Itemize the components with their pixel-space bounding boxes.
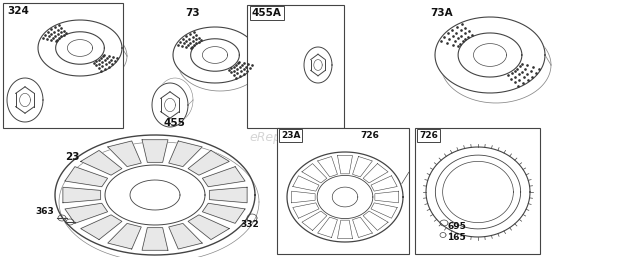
Polygon shape xyxy=(302,211,327,231)
Polygon shape xyxy=(375,191,399,203)
Polygon shape xyxy=(81,150,122,175)
Text: 324: 324 xyxy=(7,6,29,16)
Text: 363: 363 xyxy=(35,207,54,216)
Polygon shape xyxy=(142,140,168,162)
Polygon shape xyxy=(202,167,245,187)
Polygon shape xyxy=(169,223,202,249)
Polygon shape xyxy=(173,27,257,83)
Polygon shape xyxy=(304,47,332,83)
Text: 726: 726 xyxy=(419,131,438,140)
FancyBboxPatch shape xyxy=(247,5,344,128)
Polygon shape xyxy=(65,167,108,187)
Polygon shape xyxy=(188,215,229,240)
Polygon shape xyxy=(63,187,100,203)
Polygon shape xyxy=(293,203,319,218)
Polygon shape xyxy=(293,176,319,191)
Polygon shape xyxy=(317,157,337,177)
Polygon shape xyxy=(173,27,257,83)
FancyBboxPatch shape xyxy=(277,128,409,254)
Polygon shape xyxy=(188,150,229,175)
Text: 73: 73 xyxy=(185,8,200,18)
Polygon shape xyxy=(302,163,327,183)
Text: 332: 332 xyxy=(240,220,259,229)
Polygon shape xyxy=(371,203,397,218)
Polygon shape xyxy=(152,83,188,127)
Polygon shape xyxy=(435,17,545,93)
Polygon shape xyxy=(108,141,141,167)
Polygon shape xyxy=(256,40,300,96)
Polygon shape xyxy=(55,135,255,255)
Polygon shape xyxy=(7,78,43,122)
Text: eReplacementParts: eReplacementParts xyxy=(249,132,371,144)
Text: 455A: 455A xyxy=(252,8,282,18)
Polygon shape xyxy=(291,191,315,203)
Text: 726: 726 xyxy=(360,131,379,140)
Polygon shape xyxy=(65,203,108,223)
Polygon shape xyxy=(308,43,336,79)
Polygon shape xyxy=(353,157,373,177)
Text: 455: 455 xyxy=(163,118,185,128)
Polygon shape xyxy=(81,215,122,240)
Text: 165: 165 xyxy=(447,233,466,242)
Text: 23: 23 xyxy=(65,152,79,162)
Polygon shape xyxy=(108,223,141,249)
Polygon shape xyxy=(317,217,337,237)
Polygon shape xyxy=(337,155,353,174)
Polygon shape xyxy=(371,176,397,191)
FancyBboxPatch shape xyxy=(415,128,540,254)
Polygon shape xyxy=(202,203,245,223)
Polygon shape xyxy=(353,217,373,237)
Polygon shape xyxy=(210,187,247,203)
Text: 695: 695 xyxy=(447,222,466,231)
Polygon shape xyxy=(12,73,48,117)
Polygon shape xyxy=(363,211,388,231)
Polygon shape xyxy=(363,163,388,183)
Polygon shape xyxy=(337,220,353,238)
Polygon shape xyxy=(157,78,193,122)
Text: 73A: 73A xyxy=(430,8,453,18)
FancyBboxPatch shape xyxy=(3,3,123,128)
Polygon shape xyxy=(287,152,403,242)
Polygon shape xyxy=(435,17,545,93)
Text: 23A: 23A xyxy=(281,131,301,140)
Polygon shape xyxy=(38,20,122,76)
Polygon shape xyxy=(38,20,122,76)
Polygon shape xyxy=(142,228,168,250)
Polygon shape xyxy=(169,141,202,167)
